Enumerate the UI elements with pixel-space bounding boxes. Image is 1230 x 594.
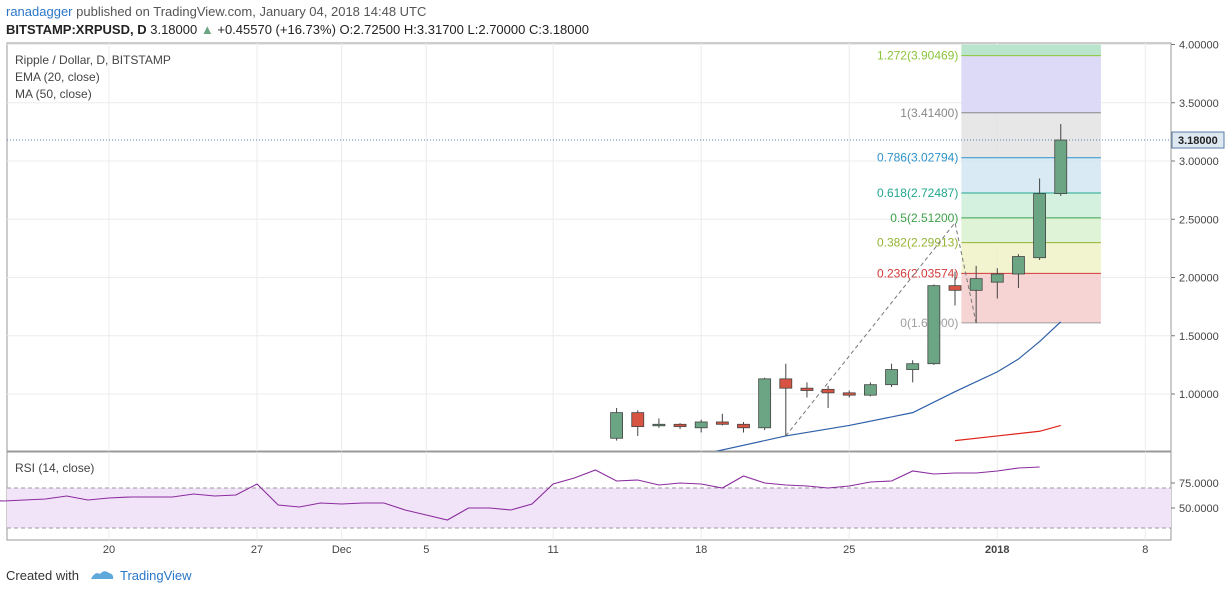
rsi-tick-label: 50.0000 [1179,503,1219,515]
ohlc-bar: BITSTAMP:XRPUSD, D 3.18000 ▲ +0.45570 (+… [6,21,589,39]
change-value: +0.45570 (+16.73%) [217,22,336,37]
candle-up [927,285,941,365]
fib-zone [961,217,1101,243]
x-tick-label: 8 [1142,544,1148,556]
fib-zone [961,55,1101,113]
candle-down [673,423,687,428]
publish-info: published on TradingView.com, January 04… [76,4,427,19]
close-value: 3.18000 [541,22,589,37]
tradingview-logo-icon[interactable] [89,568,115,582]
x-tick-label: 18 [695,544,707,556]
rsi-band [7,488,1171,528]
fib-zone [961,193,1101,218]
candle-up [906,363,920,370]
open-label: O: [339,22,354,37]
price-value: 3.18000 [150,22,198,37]
candle-down [821,388,835,394]
candle-down [715,421,729,425]
price-tick-label: 2.50000 [1179,214,1219,226]
x-tick-label: 2018 [985,544,1009,556]
candle-up [694,421,708,429]
price-tick-label: 3.00000 [1179,156,1219,168]
open-value: 2.72500 [353,22,401,37]
fib-level-label: 0.382(2.29913) [877,236,958,250]
ma-legend[interactable]: MA (50, close) [15,87,92,101]
low-value: 2.70000 [478,22,526,37]
candle-up [758,378,772,429]
fib-level-label: 0.618(2.72487) [877,186,958,200]
fib-zone [961,44,1101,56]
candle-down [800,387,814,391]
chart-title[interactable]: Ripple / Dollar, D, BITSTAMP [15,53,171,67]
candle-down [842,392,856,396]
candle-down [631,412,645,428]
price-tick-label: 3.50000 [1179,98,1219,110]
rsi-legend[interactable]: RSI (14, close) [15,461,95,475]
up-arrow-icon: ▲ [200,22,214,37]
author-link[interactable]: ranadagger [6,4,73,19]
rsi-tick-label: 75.0000 [1179,478,1219,490]
high-value: 3.31700 [416,22,464,37]
last-price-label: 3.18000 [1178,135,1218,147]
footer: Created with TradingView [6,568,192,583]
candle-up [990,273,1004,283]
ma-line [954,424,1061,442]
fib-zone [961,273,1101,323]
price-tick-label: 4.00000 [1179,40,1219,52]
tradingview-link[interactable]: TradingView [120,568,192,583]
candle-up [885,369,898,386]
candle-up [1012,256,1025,275]
rsi-line [0,466,1040,521]
x-tick-label: 11 [547,544,558,556]
candle-up [864,384,877,396]
x-tick-label: 25 [843,544,855,556]
fib-level-label: 0.236(2.03574) [877,266,958,280]
x-tick-label: 5 [423,544,429,556]
fib-level-label: 1.272(3.90469) [877,49,958,63]
candle-down [737,423,750,429]
fib-zone [961,157,1101,194]
candle-up [610,412,623,439]
x-tick-label: 20 [103,544,115,556]
last-price-box [1171,131,1225,149]
symbol-label[interactable]: BITSTAMP:XRPUSD, D [6,22,147,37]
ema-line [714,321,1062,451]
candle-up [1054,139,1068,195]
fib-level-label: 0.786(3.02794) [877,151,958,165]
publish-header: ranadagger published on TradingView.com,… [6,3,426,21]
created-with-label: Created with [6,568,79,583]
high-label: H: [403,22,417,37]
x-tick-label: 27 [251,544,263,556]
candle-up [652,423,666,427]
fib-level-label: 1(3.41400) [900,106,958,120]
price-tick-label: 2.00000 [1179,273,1219,285]
ema-legend[interactable]: EMA (20, close) [15,70,100,84]
x-tick-label: Dec [332,544,352,556]
close-label: C: [528,22,542,37]
price-tick-label: 1.00000 [1179,389,1219,401]
candle-up [969,278,983,291]
fib-zone [961,112,1101,158]
candle-up [1033,193,1046,259]
price-tick-label: 1.50000 [1179,331,1219,343]
fib-zone [961,242,1101,274]
fib-level-label: 0.5(2.51200) [890,211,958,225]
low-label: L: [467,22,479,37]
candle-down [948,285,962,291]
candle-down [779,378,793,389]
